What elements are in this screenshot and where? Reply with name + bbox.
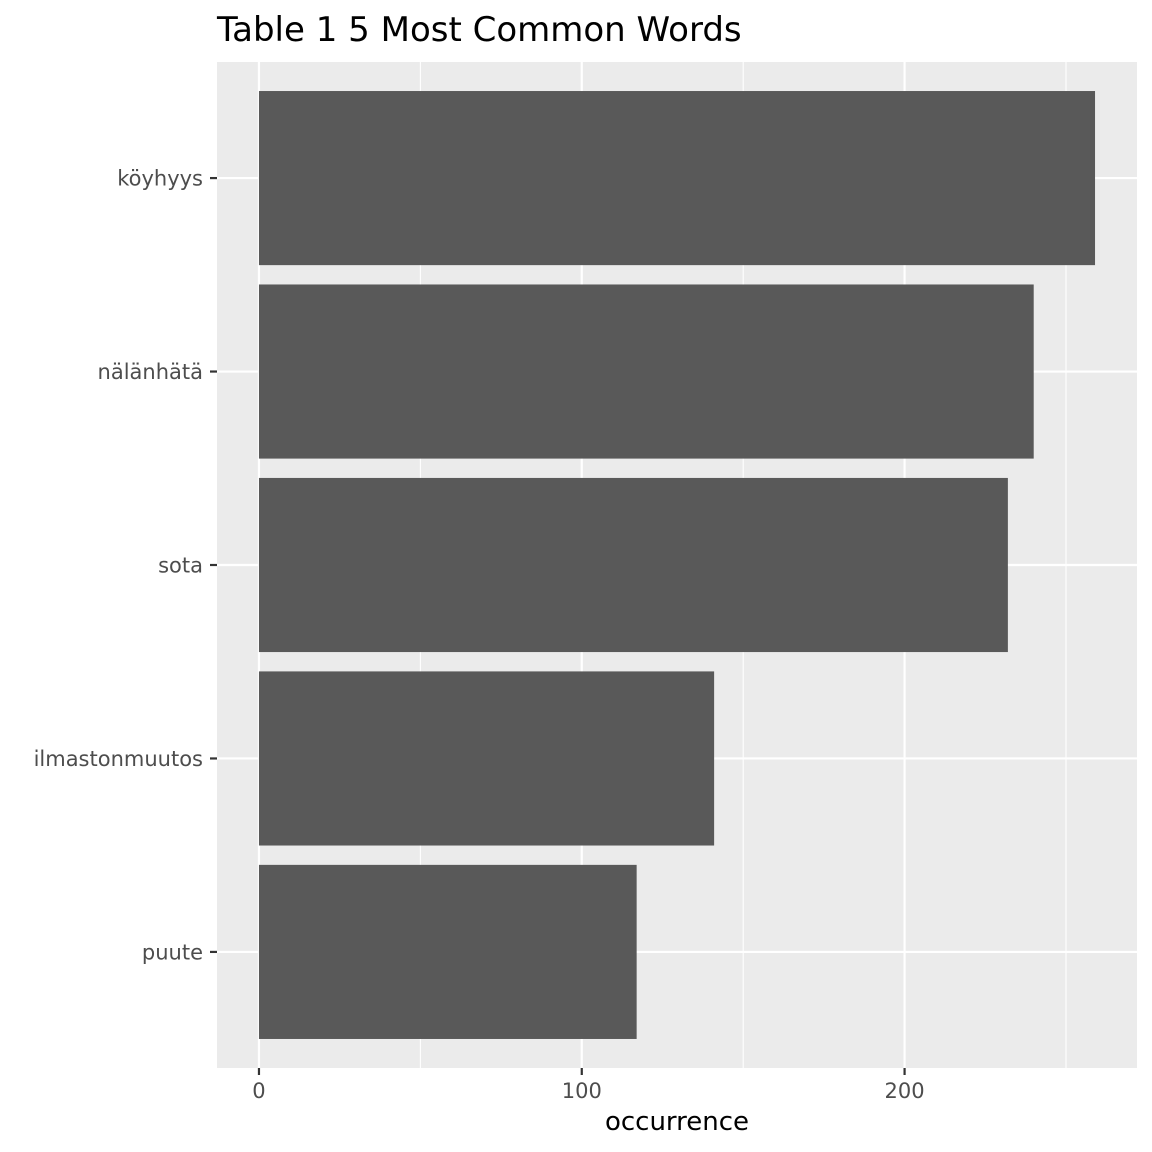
x-tick-label: 200 [885, 1079, 925, 1103]
x-axis: 0 100 200 [252, 1068, 925, 1103]
bar-3 [258, 671, 715, 846]
bars [258, 91, 1096, 1039]
x-tick-label: 0 [252, 1079, 265, 1103]
bar-1 [258, 284, 1034, 459]
x-axis-title: occurrence [605, 1107, 749, 1137]
bar-2 [258, 477, 1008, 653]
y-tick-label: sota [158, 554, 203, 578]
chart-title: Table 1 5 Most Common Words [216, 10, 742, 50]
y-tick-label: puute [142, 940, 203, 964]
y-tick-label: köyhyys [117, 167, 203, 191]
bar-4 [258, 864, 637, 1039]
bar-0 [258, 91, 1096, 266]
y-tick-label: nälänhätä [98, 360, 203, 384]
x-tick-label: 100 [562, 1079, 602, 1103]
y-tick-label: ilmastonmuutos [34, 747, 203, 771]
y-axis: köyhyys nälänhätä sota ilmastonmuutos puute [34, 167, 217, 964]
